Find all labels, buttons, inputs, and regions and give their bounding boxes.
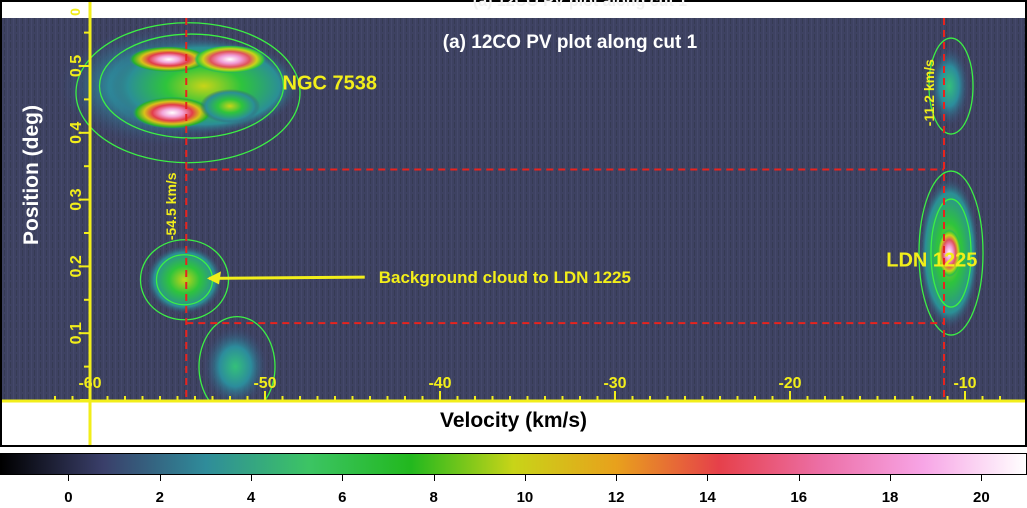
plot-title: (a) 12CO PV plot along cut 1 [443,32,698,53]
colorbar-tick-label: 4 [246,489,256,506]
y-tick-label: 0.4 [68,122,85,144]
colorbar-tick-mark [798,475,800,481]
emission-layer [58,22,984,400]
y-tick-label: 0.3 [68,188,85,210]
contour-0 [75,22,301,164]
annotations: (a) 12CO PV plot along cut 1 (a) 12CO PV … [163,0,977,287]
x-tick-label: -40 [428,375,451,392]
velocity-line-label-2: -11.2 km/s [921,59,937,126]
colorbar-tick-label: 12 [607,489,625,506]
colorbar-tick-mark [342,475,344,481]
colorbar-ticks: 0 2 4 6 8 10 12 14 16 18 20 [0,475,1027,508]
guide-lines [185,18,945,400]
x-axis-label: Velocity (km/s) [439,409,588,432]
y-tick-label-top: 0 [67,8,83,16]
colorbar-tick-label: 8 [429,489,438,506]
ngc-peak-lower-east [200,89,260,124]
colorbar-tick-mark [524,475,526,481]
contour-5 [918,170,984,336]
colorbar-tick-mark [890,475,892,481]
colorbar [0,453,1027,475]
contour-2 [139,239,230,321]
colorbar-tick-label: 18 [881,489,899,506]
contour-1 [98,33,285,139]
colorbar-tick-label: 0 [64,489,73,506]
y-tick-label: 0.5 [68,55,85,77]
colorbar-tick-mark [616,475,618,481]
ngc-peak-upper-east [194,45,266,74]
contour-6 [930,198,972,308]
ngc-peak-upper [128,46,209,73]
colorbar-tick-label: 16 [790,489,808,506]
colorbar-tick-label: 14 [699,489,716,506]
colorbar-tick-mark [433,475,435,481]
label-ngc-7538: NGC 7538 [283,72,378,94]
low-velocity-wing [203,326,268,400]
colorbar-tick-label: 10 [516,489,534,506]
pv-plot: -60 -50 -40 -30 -20 -10 0.1 0.2 0.3 0.4 0.5 0 (a) 1… [2,0,1025,445]
x-tick-label: -10 [953,375,976,392]
contour-4 [198,315,276,400]
x-tick-label: -60 [78,375,101,392]
label-ldn-1225: LDN 1225 [886,249,977,271]
ngc-peak-lower [132,96,213,129]
background-cloud [146,245,223,314]
contour-7 [928,37,974,135]
ldn-1225-peak [937,229,962,278]
colorbar-tick-mark [707,475,709,481]
ldn-1225-upper [929,46,970,127]
colorbar-tick-label: 6 [338,489,347,506]
colorbar-tick-label: 20 [973,489,990,506]
colorbar-tick-mark [159,475,161,481]
y-tick-label: 0.1 [68,322,85,344]
axes: -60 -50 -40 -30 -20 -10 0.1 0.2 0.3 0.4 0.5 0 [2,2,1025,445]
arrow-shaft [208,275,365,280]
colorbar-tick-mark [68,475,70,481]
colorbar-tick-mark [981,475,983,481]
y-tick-label: 0.2 [68,255,85,277]
arrow-head [207,271,221,285]
label-background-cloud: Background cloud to LDN 1225 [379,268,631,287]
y-axis-label: Position (deg) [20,105,43,245]
x-tick-label: -50 [253,375,276,392]
cut-off-title: (a) 12CO PV plot along cut 1 [473,0,687,10]
velocity-line-label-1: -54.5 km/s [163,172,179,240]
colorbar-tick-mark [251,475,253,481]
colorbar-tick-label: 2 [155,489,164,506]
x-tick-label: -30 [603,375,626,392]
x-tick-label: -20 [778,375,801,392]
